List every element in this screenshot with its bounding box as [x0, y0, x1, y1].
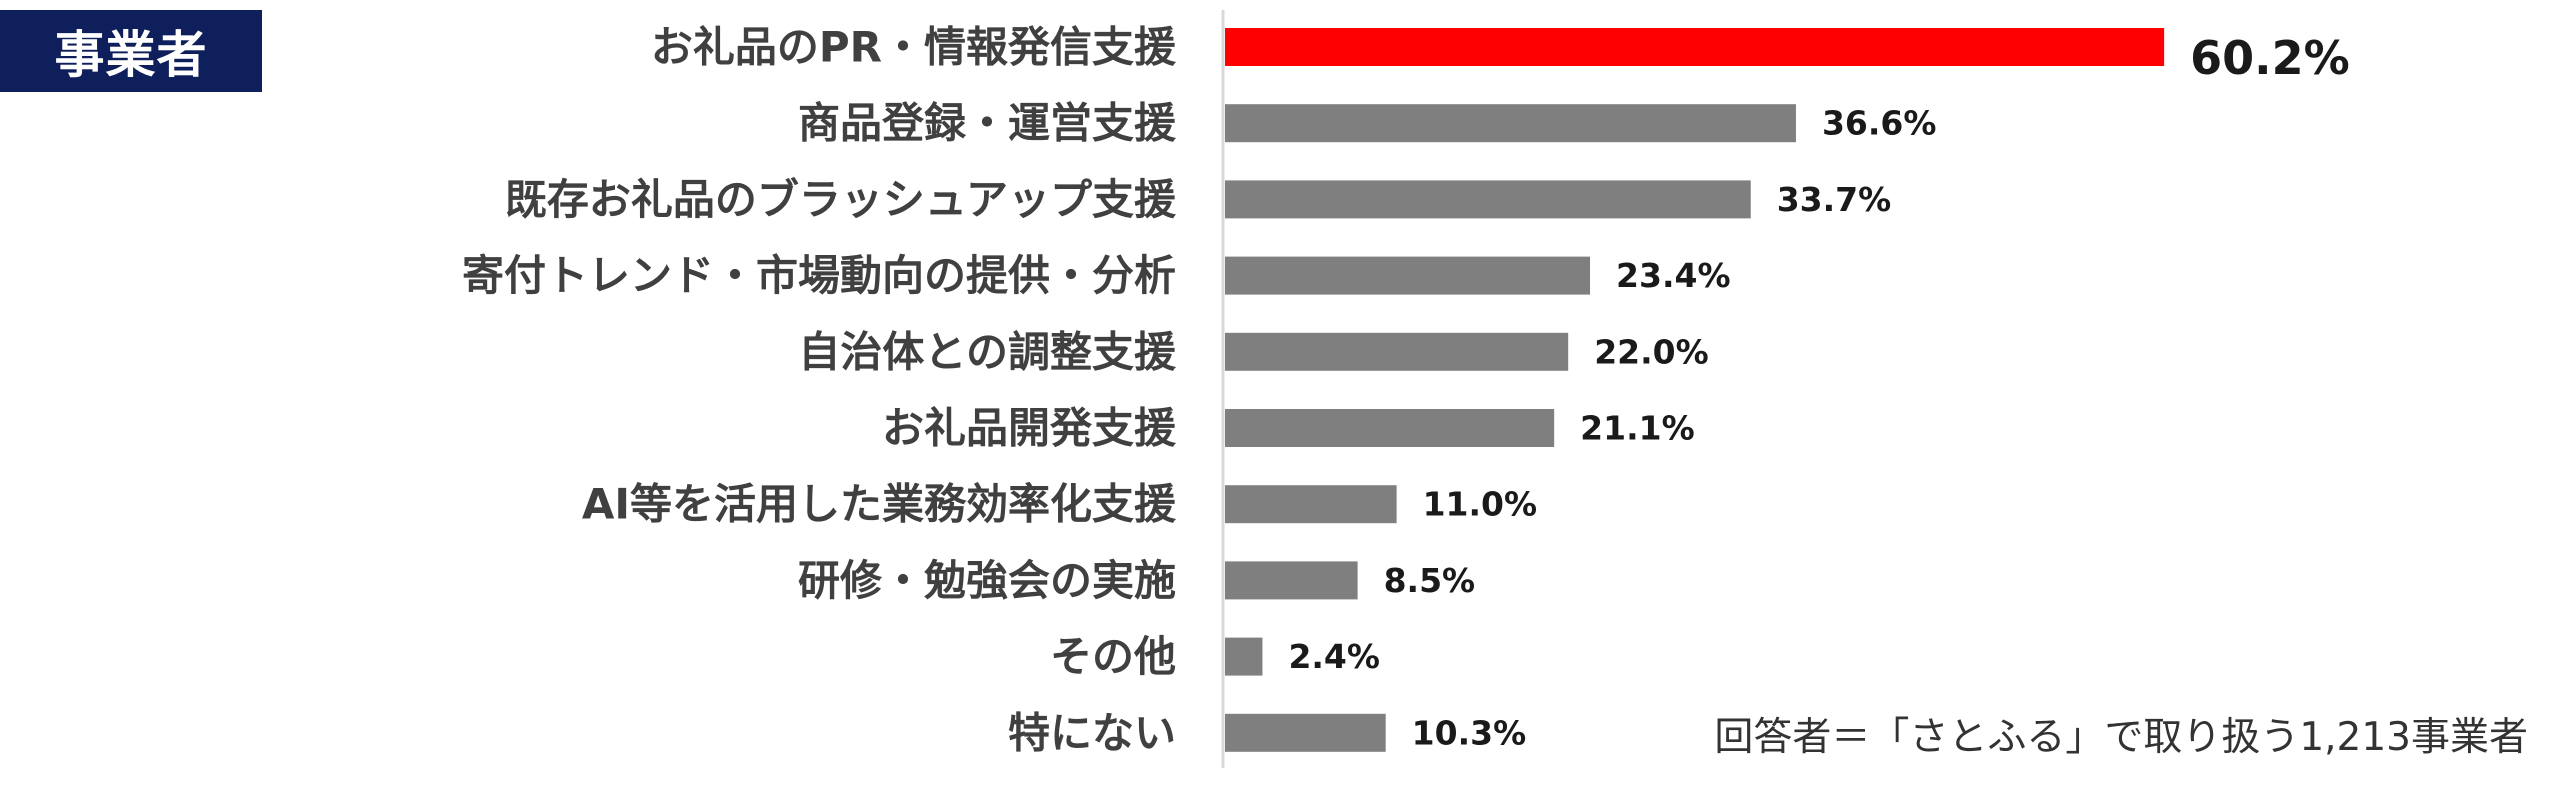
- value-label-5: 22.0%: [1594, 332, 1709, 371]
- bar-8: [1225, 561, 1358, 600]
- category-label-7: AI等を活用した業務効率化支援: [582, 480, 1177, 529]
- value-label-10: 10.3%: [1412, 713, 1527, 752]
- value-label-8: 8.5%: [1384, 561, 1476, 600]
- category-label-1: お礼品のPR・情報発信支援: [651, 23, 1177, 72]
- bar-7: [1225, 485, 1397, 524]
- category-label-8: 研修・勉強会の実施: [798, 556, 1176, 605]
- value-label-6: 21.1%: [1580, 409, 1695, 448]
- category-label-9: その他: [1050, 632, 1176, 681]
- bar-6: [1225, 409, 1555, 447]
- category-label-2: 商品登録・運営支援: [798, 99, 1177, 148]
- value-label-3: 33.7%: [1777, 180, 1892, 219]
- category-label-5: 自治体との調整支援: [798, 327, 1177, 376]
- bar-3: [1225, 180, 1751, 219]
- value-label-2: 36.6%: [1822, 104, 1937, 143]
- category-label-3: 既存お礼品のブラッシュアップ支援: [505, 175, 1177, 224]
- category-label-4: 寄付トレンド・市場動向の提供・分析: [462, 251, 1176, 300]
- bar-5: [1225, 332, 1569, 371]
- respondent-footnote: 回答者＝「さとふる」で取り扱う1,213事業者: [1714, 715, 2528, 760]
- bar-2: [1225, 104, 1796, 143]
- value-label-1: 60.2%: [2190, 31, 2350, 85]
- respondent-group-badge: 事業者: [0, 10, 262, 92]
- value-label-9: 2.4%: [1288, 637, 1380, 676]
- bar-9: [1225, 637, 1263, 676]
- bar-4: [1225, 256, 1591, 295]
- value-label-7: 11.0%: [1423, 485, 1538, 524]
- value-label-4: 23.4%: [1616, 256, 1731, 295]
- category-label-6: お礼品開発支援: [882, 404, 1177, 453]
- bar-1: [1225, 28, 2165, 66]
- category-label-10: 特にない: [1008, 708, 1176, 757]
- bar-10: [1225, 713, 1386, 752]
